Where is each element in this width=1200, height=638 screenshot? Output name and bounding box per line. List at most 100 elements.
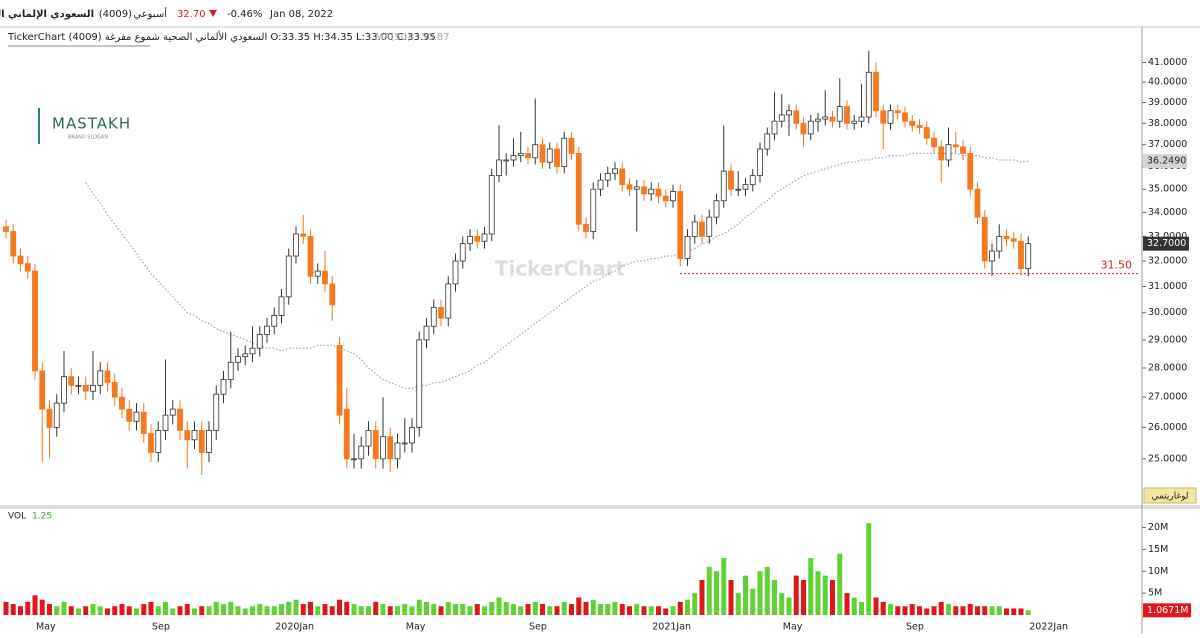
volume-bar bbox=[47, 604, 52, 615]
candle-body bbox=[481, 233, 488, 242]
volume-bar bbox=[779, 593, 785, 615]
volume-bar bbox=[387, 606, 393, 615]
volume-bar bbox=[431, 604, 437, 615]
ma-value-label: 36.2490 bbox=[1147, 156, 1186, 167]
candle-body bbox=[641, 186, 647, 195]
volume-bar bbox=[540, 604, 545, 615]
volume-bar bbox=[402, 604, 408, 615]
y-tick-label: 41.0000 bbox=[1148, 57, 1187, 68]
candle-body bbox=[365, 430, 372, 447]
y-tick-label: 39.0000 bbox=[1148, 97, 1187, 108]
volume-bar bbox=[801, 580, 806, 615]
candle-body bbox=[931, 137, 937, 148]
candle-body bbox=[162, 414, 169, 431]
volume-bar bbox=[648, 606, 654, 615]
candle-body bbox=[655, 188, 662, 197]
volume-bar bbox=[554, 606, 560, 615]
volume-bar bbox=[590, 599, 596, 615]
candle-body bbox=[706, 216, 713, 237]
candle-body bbox=[3, 226, 9, 232]
y-tick-label: 40.0000 bbox=[1148, 77, 1187, 88]
volume-bar bbox=[743, 575, 748, 615]
volume-bar bbox=[279, 604, 284, 615]
candle-body bbox=[459, 243, 466, 262]
candle-body bbox=[749, 175, 756, 186]
last-volume-box bbox=[1143, 603, 1191, 618]
candle-body bbox=[496, 159, 502, 176]
candle-body bbox=[945, 144, 952, 161]
candle-body bbox=[822, 116, 829, 120]
candle-body bbox=[735, 188, 742, 191]
candle-body bbox=[684, 235, 691, 259]
volume-bar bbox=[663, 608, 669, 615]
candle-body bbox=[336, 345, 343, 416]
volume-bar bbox=[605, 604, 611, 615]
volume-bar bbox=[213, 601, 219, 615]
volume-bar bbox=[134, 608, 139, 615]
candle-body bbox=[191, 430, 198, 441]
candle-body bbox=[865, 71, 872, 118]
volume-bar bbox=[1025, 610, 1031, 615]
volume-bar bbox=[699, 580, 705, 615]
x-tick-label: 2021Jan bbox=[652, 622, 691, 633]
volume-bar bbox=[619, 604, 625, 615]
candle-body bbox=[169, 408, 176, 416]
volume-bar bbox=[880, 601, 886, 615]
volume-bar bbox=[344, 601, 350, 615]
volume-bar bbox=[199, 606, 205, 615]
candle-body bbox=[510, 155, 517, 161]
candle-body bbox=[438, 307, 444, 319]
volume-bar bbox=[409, 606, 415, 615]
volume-bar bbox=[358, 606, 364, 615]
candle-body bbox=[32, 270, 38, 372]
candle-body bbox=[619, 168, 626, 186]
volume-bar bbox=[293, 599, 299, 615]
volume-bar bbox=[90, 604, 96, 615]
candle-body bbox=[720, 170, 727, 202]
candle-body bbox=[757, 148, 763, 176]
candle-body bbox=[68, 376, 75, 386]
candle-body bbox=[916, 125, 923, 128]
candle-body bbox=[923, 127, 930, 139]
candle-body bbox=[242, 353, 249, 358]
volume-bar bbox=[975, 606, 980, 615]
candle-body bbox=[800, 122, 807, 135]
candle-body bbox=[329, 283, 336, 306]
candle-body bbox=[677, 191, 684, 259]
volume-bar bbox=[982, 606, 988, 615]
candle-body bbox=[343, 408, 350, 460]
date: Jan 08, 2022 bbox=[269, 9, 333, 20]
x-tick-label: 2022Jan bbox=[1029, 622, 1068, 633]
candle-body bbox=[53, 402, 60, 428]
volume-bar bbox=[757, 571, 763, 615]
volume-bar bbox=[1018, 608, 1024, 615]
volume-bar bbox=[1004, 608, 1009, 615]
candle-body bbox=[264, 325, 270, 335]
volume-bar bbox=[264, 606, 270, 615]
volume-bar bbox=[126, 606, 132, 615]
x-tick-label: Sep bbox=[529, 622, 547, 633]
candle-body bbox=[648, 188, 655, 195]
candle-body bbox=[909, 120, 916, 126]
candle-body bbox=[1010, 238, 1017, 242]
x-tick-label: May bbox=[406, 622, 426, 633]
volume-bar bbox=[300, 604, 306, 615]
candle-body bbox=[271, 315, 278, 327]
volume-bar bbox=[3, 601, 9, 615]
candle-body bbox=[503, 159, 510, 162]
candle-body bbox=[322, 270, 328, 285]
logo-bar bbox=[38, 108, 40, 144]
candle-body bbox=[575, 152, 582, 225]
candle-body bbox=[445, 283, 452, 319]
period: أسبوعي bbox=[133, 7, 167, 20]
volume-bar bbox=[496, 597, 502, 615]
logo-slogan: BRAND SLOGAN bbox=[68, 135, 108, 141]
volume-legend: VOL bbox=[8, 512, 26, 522]
volume-bar bbox=[866, 523, 872, 615]
candle-body bbox=[416, 339, 423, 428]
volume-bar bbox=[235, 606, 241, 615]
candle-body bbox=[75, 384, 82, 387]
support-label: 31.50 bbox=[1101, 259, 1133, 272]
volume-bar bbox=[105, 608, 110, 615]
y-tick-label: 28.0000 bbox=[1148, 363, 1187, 374]
